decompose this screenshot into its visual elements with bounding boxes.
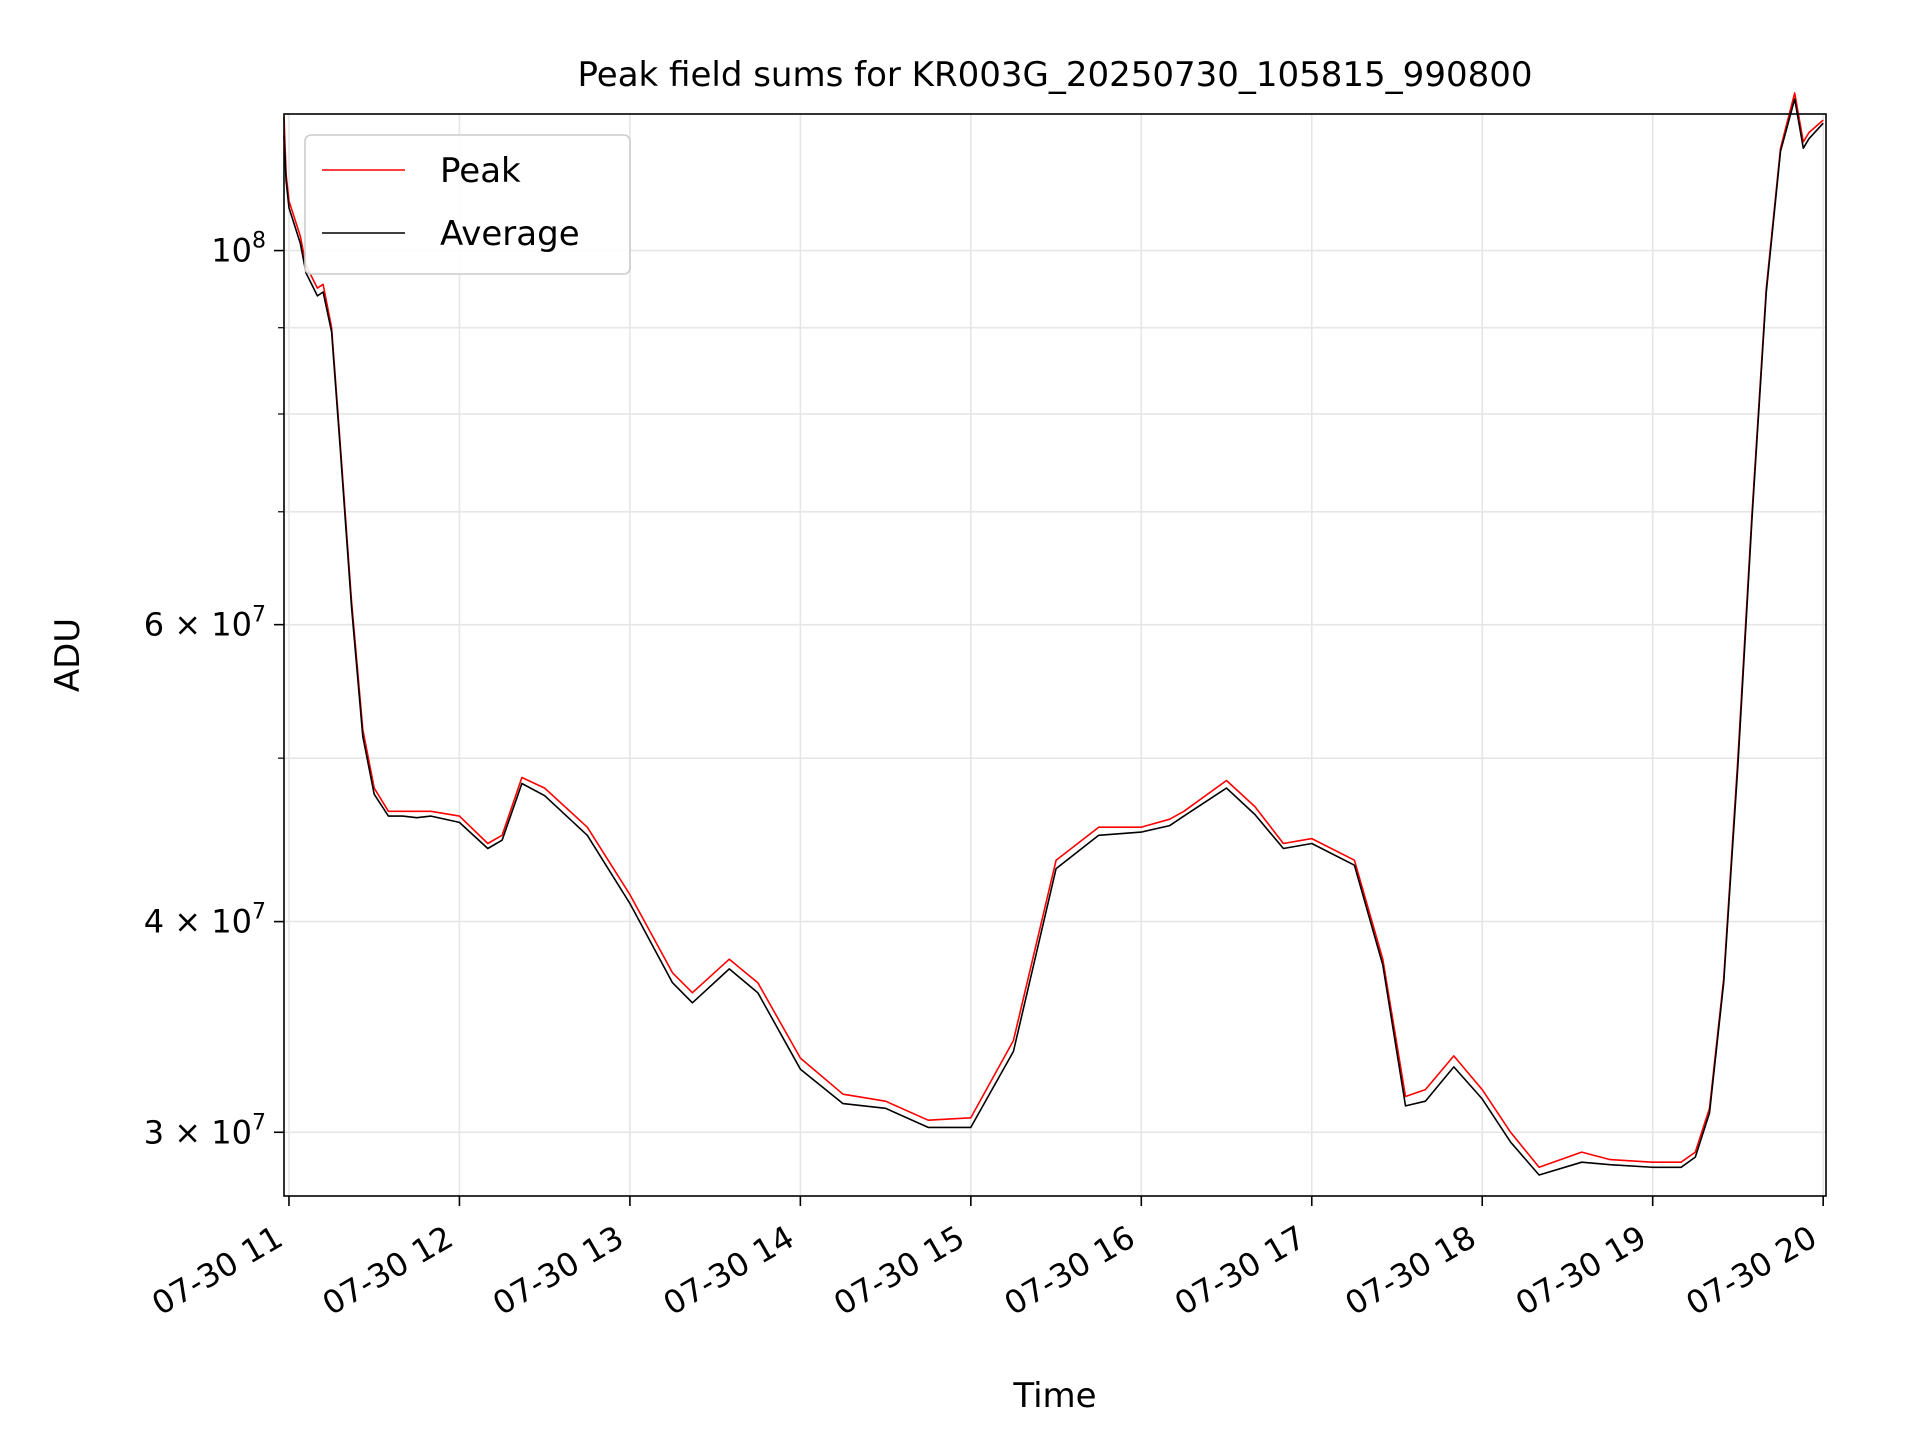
plot-frame <box>283 113 1827 1197</box>
legend-label-peak: Peak <box>440 151 521 191</box>
y-tick-label: 4 × 107 <box>144 900 266 941</box>
y-tick-label: 3 × 107 <box>144 1110 266 1151</box>
y-axis-label: ADU <box>48 618 88 692</box>
chart-title: Peak field sums for KR003G_20250730_1058… <box>578 55 1533 95</box>
legend: Peak Average <box>304 134 631 275</box>
y-tick-label: 108 <box>211 229 266 270</box>
legend-label-average: Average <box>440 214 580 254</box>
x-axis-label: Time <box>1012 1376 1096 1416</box>
series-layer <box>283 92 1824 1176</box>
y-tick-label: 6 × 107 <box>144 603 266 644</box>
y-axis: 3 × 107 4 × 107 6 × 107 108 <box>144 229 284 1151</box>
series-line-average <box>283 98 1824 1176</box>
grid <box>284 114 1826 1196</box>
series-line-peak <box>283 92 1824 1169</box>
